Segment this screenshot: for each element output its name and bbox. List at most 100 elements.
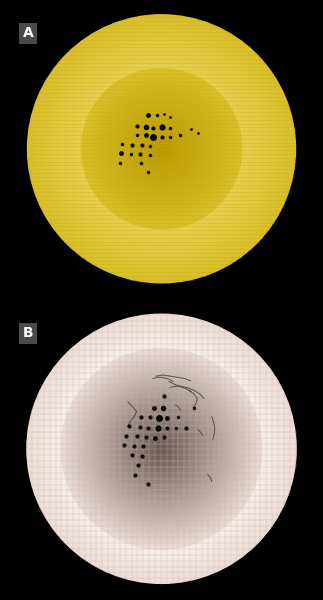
Circle shape [107,394,216,504]
Circle shape [124,411,199,487]
Circle shape [91,379,232,519]
Circle shape [100,388,223,510]
Circle shape [30,317,293,580]
Circle shape [108,95,215,203]
Circle shape [79,367,244,531]
Circle shape [125,413,198,485]
Circle shape [158,445,165,452]
Circle shape [62,350,261,548]
Circle shape [74,361,249,536]
Circle shape [58,345,265,553]
Circle shape [37,325,286,573]
Circle shape [39,26,284,271]
Circle shape [156,143,167,154]
Circle shape [136,123,187,175]
Circle shape [130,417,193,481]
Circle shape [70,358,253,540]
Circle shape [86,373,237,524]
Circle shape [60,348,263,550]
Circle shape [105,92,218,205]
Circle shape [77,364,246,533]
Circle shape [53,40,270,257]
Circle shape [161,448,162,450]
Circle shape [153,440,170,457]
Circle shape [83,370,240,527]
Circle shape [73,361,250,537]
Circle shape [104,391,219,506]
Circle shape [40,327,283,571]
Circle shape [78,365,245,533]
Circle shape [155,442,168,455]
Circle shape [82,370,241,528]
Circle shape [134,422,189,476]
Circle shape [91,78,232,220]
Circle shape [156,443,167,454]
Circle shape [100,87,223,211]
Circle shape [124,112,199,186]
Circle shape [138,425,185,472]
Circle shape [101,88,222,209]
Circle shape [119,406,204,491]
Circle shape [28,15,295,283]
Circle shape [99,386,224,511]
Circle shape [46,334,277,564]
Circle shape [142,130,181,168]
Circle shape [38,325,285,572]
Circle shape [59,47,264,251]
Circle shape [114,101,209,196]
Circle shape [112,100,211,198]
Circle shape [72,59,251,239]
Circle shape [142,429,181,469]
Circle shape [65,352,258,545]
Circle shape [60,48,263,250]
Circle shape [85,372,238,526]
Circle shape [82,69,241,229]
Circle shape [115,402,208,496]
Circle shape [62,49,261,248]
Circle shape [155,142,168,155]
Circle shape [64,352,259,546]
Circle shape [26,314,297,584]
Circle shape [47,34,276,263]
Circle shape [159,146,164,151]
Circle shape [107,395,216,503]
Circle shape [90,77,233,221]
Circle shape [142,430,181,468]
Circle shape [113,400,210,497]
Circle shape [33,320,290,578]
Circle shape [97,384,226,514]
Circle shape [49,336,274,562]
Circle shape [94,82,229,216]
Circle shape [129,416,194,481]
Circle shape [65,52,258,245]
Circle shape [89,376,234,522]
Circle shape [72,359,251,538]
Circle shape [38,25,285,272]
Circle shape [160,447,163,451]
Circle shape [96,84,227,214]
Circle shape [88,375,235,523]
Circle shape [83,70,240,227]
Circle shape [36,23,287,275]
Circle shape [117,104,206,194]
Circle shape [132,419,191,479]
Circle shape [63,50,260,248]
Circle shape [74,61,249,236]
Circle shape [135,422,188,475]
Circle shape [75,62,248,235]
Circle shape [68,56,255,242]
Circle shape [88,75,235,223]
Circle shape [44,332,279,566]
Circle shape [113,101,210,197]
Circle shape [67,354,256,544]
Circle shape [43,30,280,268]
Circle shape [84,71,239,226]
Circle shape [141,428,182,470]
Circle shape [111,98,212,199]
Circle shape [109,397,214,501]
Circle shape [66,353,257,544]
Circle shape [121,109,202,189]
Circle shape [93,380,230,517]
Circle shape [51,338,272,560]
Circle shape [111,398,212,499]
